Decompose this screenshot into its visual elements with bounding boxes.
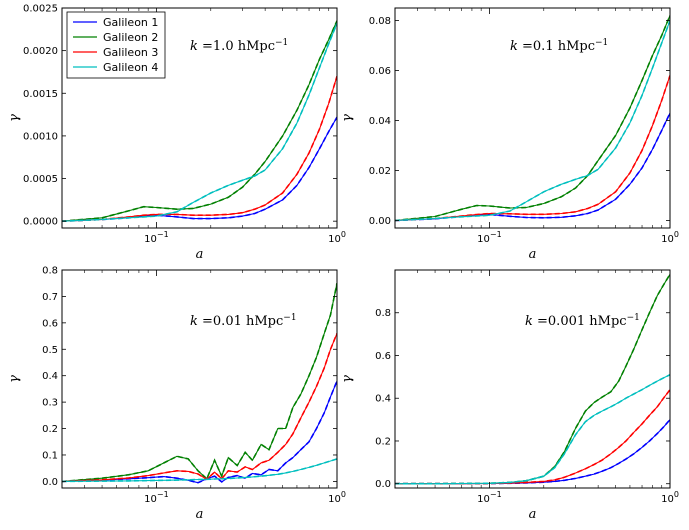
series-line-dashed-galileon-4 — [395, 373, 670, 485]
x-tick-label: 100 — [328, 490, 346, 505]
k-annotation: k =0.1 hMpc−1 — [510, 38, 608, 54]
legend-entry: Galileon 1 — [103, 16, 158, 29]
series-line-galileon-2 — [395, 15, 670, 222]
y-tick-label: 0.0015 — [23, 89, 58, 100]
y-tick-label: 0.5 — [42, 345, 58, 356]
y-tick-label: 0.06 — [369, 66, 391, 77]
legend-entry: Galileon 4 — [103, 61, 158, 74]
y-axis-label: γ — [340, 375, 355, 383]
series-line-galileon-4 — [62, 458, 337, 482]
y-tick-label: 0.0 — [375, 479, 391, 490]
y-tick-label: 0.08 — [369, 16, 391, 27]
y-tick-label: 0.7 — [42, 292, 58, 303]
y-tick-label: 0.2 — [42, 424, 58, 435]
y-tick-label: 0.3 — [42, 398, 58, 409]
y-tick-label: 0.0020 — [23, 46, 58, 57]
series-line-dashed-galileon-1 — [62, 380, 337, 484]
axes-frame — [394, 7, 671, 229]
y-axis-label: γ — [7, 114, 22, 122]
k-annotation: k =0.01 hMpc−1 — [190, 313, 297, 329]
x-axis-label: a — [529, 247, 537, 262]
y-tick-label: 0.4 — [42, 371, 58, 382]
x-axis-label: a — [529, 507, 537, 522]
chart-panel-bottom-left: 0.0 0.1 0.2 0.3 0.4 0.5 0.6 0.7 0.8 10−1 100 a γ k =0… — [7, 266, 346, 523]
series-line-galileon-1 — [395, 419, 670, 485]
y-tick-label: 0.1 — [42, 450, 58, 461]
x-tick-label: 10−1 — [144, 490, 169, 505]
series-group — [395, 273, 670, 485]
series-line-dashed-galileon-1 — [62, 116, 337, 222]
legend-entry: Galileon 3 — [103, 46, 158, 59]
y-tick-label: 0.0000 — [23, 217, 58, 228]
x-axis-label: a — [196, 507, 204, 522]
axes-frame — [61, 269, 338, 489]
series-line-galileon-1 — [62, 380, 337, 484]
series-line-galileon-4 — [62, 23, 337, 222]
series-line-galileon-1 — [395, 112, 670, 222]
series-group — [62, 283, 337, 484]
series-line-dashed-galileon-1 — [395, 112, 670, 222]
y-axis-label: γ — [340, 114, 355, 122]
series-line-dashed-galileon-1 — [395, 419, 670, 485]
series-line-galileon-3 — [395, 75, 670, 222]
axes-frame — [394, 269, 671, 489]
series-line-galileon-1 — [62, 116, 337, 222]
legend: Galileon 1 Galileon 2 Galileon 3 Galileon 4 — [66, 11, 166, 79]
y-tick-label: 0.8 — [42, 266, 58, 277]
y-tick-label: 0.0010 — [23, 131, 58, 142]
y-tick-label: 0.00 — [369, 216, 391, 227]
series-line-galileon-3 — [62, 76, 337, 222]
k-annotation: k =1.0 hMpc−1 — [190, 38, 288, 54]
x-tick-label: 10−1 — [477, 490, 502, 505]
series-line-galileon-2 — [62, 283, 337, 482]
chart-panel-bottom-right: 0.0 0.2 0.4 0.6 0.8 10−1 100 a γ k =0.001 hMpc−1 — [340, 269, 679, 522]
k-annotation: k =0.001 hMpc−1 — [525, 313, 640, 329]
axes-frame — [61, 7, 338, 229]
y-tick-label: 0.8 — [375, 308, 391, 319]
series-group — [62, 20, 337, 222]
x-axis-label: a — [196, 247, 204, 262]
y-tick-label: 0.04 — [369, 116, 391, 127]
y-tick-label: 0.0005 — [23, 174, 58, 185]
x-tick-label: 100 — [328, 230, 346, 245]
y-tick-label: 0.0 — [42, 477, 58, 488]
y-tick-label: 0.02 — [369, 166, 391, 177]
y-tick-label: 0.4 — [375, 394, 391, 405]
series-line-dashed-galileon-2 — [395, 273, 670, 485]
x-tick-label: 100 — [661, 230, 679, 245]
chart-panel-top-right: 0.00 0.02 0.04 0.06 0.08 10−1 100 a γ k =0.1 hMpc… — [340, 7, 679, 262]
series-line-galileon-2 — [395, 274, 670, 485]
series-line-dashed-galileon-3 — [395, 389, 670, 485]
series-line-galileon-2 — [62, 20, 337, 222]
y-tick-label: 0.6 — [375, 351, 391, 362]
series-line-galileon-4 — [395, 20, 670, 222]
series-group — [395, 15, 670, 222]
x-tick-label: 10−1 — [144, 230, 169, 245]
series-line-galileon-4 — [395, 374, 670, 485]
x-tick-label: 10−1 — [477, 230, 502, 245]
y-tick-label: 0.6 — [42, 318, 58, 329]
y-axis-label: γ — [7, 375, 22, 383]
series-line-dashed-galileon-3 — [62, 333, 337, 483]
series-line-galileon-3 — [62, 333, 337, 482]
series-line-galileon-3 — [395, 389, 670, 485]
legend-entry: Galileon 2 — [103, 31, 158, 44]
chart-panel-top-left: 0.0000 0.0005 0.0010 0.0015 0.0020 0.0025 10−1… — [7, 4, 346, 263]
y-tick-label: 0.2 — [375, 436, 391, 447]
x-tick-label: 100 — [661, 490, 679, 505]
y-tick-label: 0.0025 — [23, 4, 58, 15]
